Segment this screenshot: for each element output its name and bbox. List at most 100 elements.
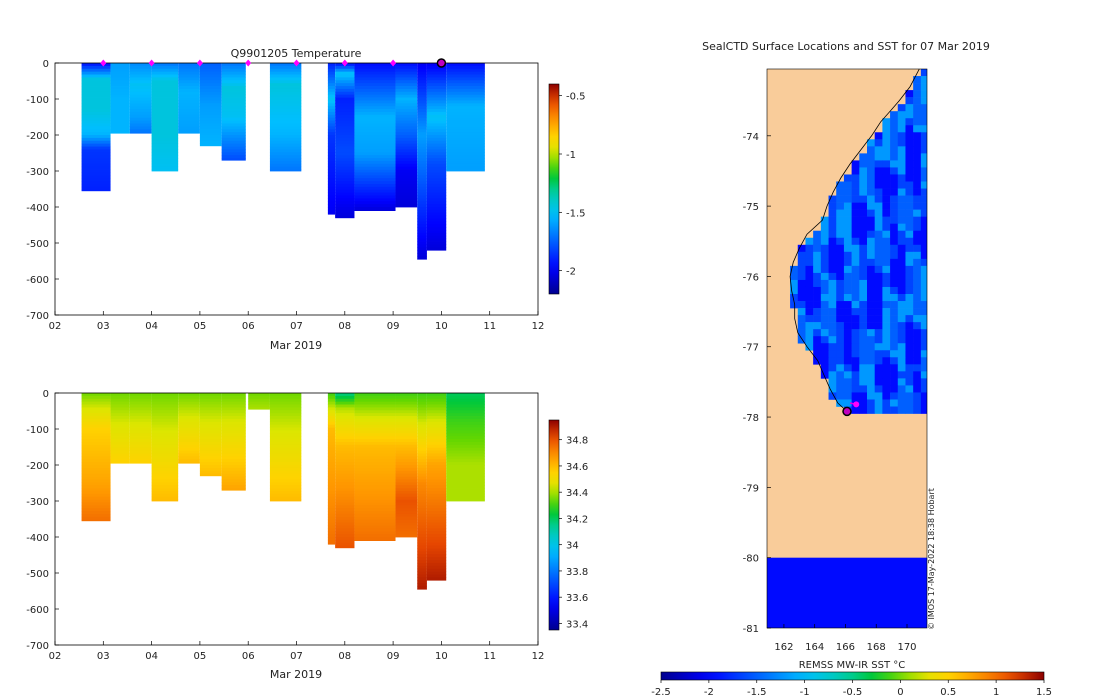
profile-cell: [395, 444, 418, 449]
sst-cell: [882, 322, 891, 330]
profile-cell: [354, 189, 396, 193]
profile-cell: [426, 235, 447, 240]
profile-cell: [354, 485, 396, 489]
profile-column: [221, 393, 246, 491]
profile-cell: [354, 155, 396, 159]
sst-cell: [805, 286, 814, 295]
sst-cell: [843, 265, 852, 274]
profile-cell: [446, 91, 485, 96]
profile-cell: [446, 68, 485, 73]
profile-cell: [395, 178, 418, 182]
y-tick-label: -500: [26, 239, 49, 250]
profile-cell: [178, 111, 200, 116]
profile-cell: [446, 140, 485, 145]
profile-cell: [129, 100, 152, 104]
profile-cell: [151, 106, 179, 110]
profile-cell: [199, 459, 222, 463]
sst-cell: [867, 286, 875, 295]
sst-cell: [805, 237, 814, 246]
sst-cell: [897, 209, 906, 217]
profile-cell: [221, 418, 246, 423]
profile-cell: [417, 577, 427, 581]
profile-cell: [110, 63, 130, 67]
profile-cell: [221, 393, 246, 397]
profile-cell: [81, 439, 111, 443]
profile-cell: [221, 453, 246, 457]
sst-cell: [843, 301, 852, 309]
profile-cell: [151, 149, 179, 153]
profile-cell: [221, 109, 246, 113]
sst-cell: [897, 237, 906, 246]
sst-cell: [882, 174, 891, 182]
profile-cell: [426, 539, 447, 544]
profile-cell: [417, 68, 427, 73]
profile-cell: [327, 413, 336, 417]
profile-cell: [426, 175, 447, 179]
y-tick-label: 0: [43, 59, 49, 70]
profile-cell: [178, 80, 200, 84]
sst-cell: [905, 209, 914, 217]
profile-cell: [335, 439, 355, 443]
profile-cell: [446, 65, 485, 70]
profile-cell: [354, 453, 396, 457]
colorbar-tick-label: -2.5: [651, 687, 671, 698]
profile-cell: [417, 447, 427, 451]
profile-cell: [110, 94, 130, 98]
profile-cell: [417, 137, 427, 142]
profile-cell: [354, 135, 396, 139]
profile-cell: [354, 137, 396, 142]
sst-cell: [843, 202, 852, 210]
profile-cell: [81, 63, 111, 67]
profile-cell: [395, 407, 418, 411]
profile-cell: [81, 80, 111, 84]
y-tick-label: -300: [26, 167, 49, 178]
profile-cell: [327, 499, 336, 503]
profile-cell: [395, 447, 418, 451]
sst-cell: [897, 322, 906, 330]
profile-cell: [221, 459, 246, 463]
profile-cell: [269, 129, 302, 133]
profile-cell: [395, 459, 418, 463]
sst-cell: [859, 385, 868, 393]
profile-cell: [354, 401, 396, 405]
sst-cell: [851, 167, 860, 175]
sst-cell: [790, 279, 799, 288]
sst-cell: [843, 371, 852, 379]
profile-cell: [129, 427, 152, 431]
profile-cell: [151, 88, 179, 93]
profile-cell: [446, 132, 485, 136]
sst-cell: [851, 209, 860, 217]
profile-cell: [354, 123, 396, 127]
profile-cell: [417, 516, 427, 521]
profile-cell: [395, 473, 418, 477]
profile-cell: [199, 140, 222, 145]
profile-cell: [335, 467, 355, 472]
sst-cell: [905, 118, 914, 126]
profile-cell: [354, 152, 396, 156]
sst-cell: [905, 174, 914, 182]
profile-cell: [269, 158, 302, 162]
profile-cell: [327, 186, 336, 191]
profile-cell: [110, 68, 130, 73]
sst-cell: [882, 406, 891, 414]
profile-cell: [426, 230, 447, 234]
profile-cell: [269, 74, 302, 78]
profile-cell: [417, 97, 427, 101]
sst-cell: [851, 378, 860, 386]
profile-cell: [151, 462, 179, 466]
sst-cell: [913, 174, 922, 182]
profile-cell: [446, 465, 485, 469]
profile-cell: [446, 126, 485, 130]
profile-cell: [354, 430, 396, 434]
profile-cell: [327, 473, 336, 477]
profile-cell: [335, 143, 355, 147]
profile-cell: [269, 163, 302, 168]
sst-cell: [897, 160, 906, 168]
profile-cell: [269, 100, 302, 104]
profile-cell: [446, 149, 485, 153]
profile-cell: [327, 103, 336, 107]
profile-cell: [417, 490, 427, 495]
profile-cell: [81, 459, 111, 463]
sst-cell: [905, 315, 914, 323]
sst-cell: [890, 230, 899, 239]
